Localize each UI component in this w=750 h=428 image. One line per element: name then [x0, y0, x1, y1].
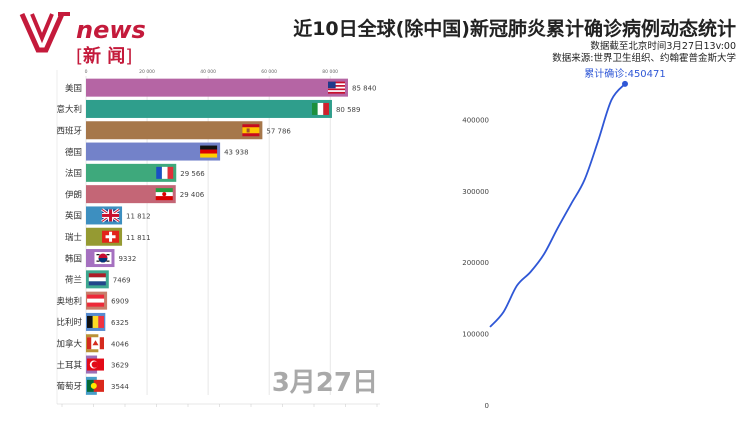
category-label: 西班牙 — [56, 125, 82, 136]
category-label: 荷兰 — [65, 275, 82, 286]
date-label: 3月27日 — [272, 368, 378, 398]
latest-point — [622, 80, 628, 87]
flag-pt-icon — [87, 379, 104, 392]
category-label: 意大利 — [56, 104, 82, 115]
v-logo-icon — [19, 12, 70, 53]
y-tick-label: 100000 — [462, 331, 489, 339]
category-label: 韩国 — [65, 253, 82, 264]
as-of-note: 数据截至北京时间3月27日13v:00 — [590, 41, 736, 52]
series-label: 累计确诊:450471 — [584, 67, 666, 80]
bar-4 — [86, 142, 221, 161]
value-label: 29 566 — [180, 170, 205, 178]
bar-3 — [86, 121, 263, 140]
flag-de-icon — [200, 145, 218, 158]
bar-2 — [86, 99, 332, 118]
category-label: 美国 — [65, 83, 82, 94]
flag-tr-icon — [87, 358, 104, 371]
flag-fr-icon — [156, 166, 174, 179]
x-tick-label: 0 — [85, 69, 88, 75]
value-label: 9332 — [118, 255, 136, 263]
value-label: 4046 — [111, 340, 129, 348]
flag-gb-icon — [101, 208, 120, 223]
category-label: 加拿大 — [56, 338, 82, 349]
category-label: 伊朗 — [65, 189, 82, 200]
flag-ca-icon — [87, 337, 104, 350]
logo-brand: news — [76, 16, 146, 44]
flag-es-icon — [242, 124, 260, 137]
value-label: 85 840 — [352, 85, 377, 93]
category-label: 葡萄牙 — [56, 381, 82, 392]
value-label: 57 786 — [266, 127, 291, 135]
y-tick-label: 400000 — [462, 116, 489, 124]
x-tick-label: 40 000 — [200, 69, 216, 75]
flag-nl-icon — [88, 273, 106, 286]
value-label: 29 406 — [180, 191, 205, 199]
bar-1 — [86, 78, 348, 97]
y-tick-label: 300000 — [462, 188, 489, 196]
value-label: 3629 — [111, 362, 129, 370]
line-chart-plot: 0 100000 200000 300000 400000 累计确诊:450471 — [462, 67, 666, 410]
category-label: 土耳其 — [56, 360, 82, 371]
bar-6 — [86, 185, 176, 204]
flag-it-icon — [311, 102, 329, 115]
flag-ir-icon — [155, 188, 173, 201]
category-label: 德国 — [65, 147, 82, 158]
value-label: 7469 — [113, 276, 131, 284]
value-label: 11 811 — [126, 234, 150, 242]
category-label: 奥地利 — [56, 296, 82, 307]
value-label: 6325 — [111, 319, 129, 327]
y-tick-label: 0 — [485, 402, 489, 410]
category-label: 英国 — [65, 211, 82, 222]
x-tick-label: 60 000 — [261, 69, 277, 75]
x-tick-label: 80 000 — [322, 69, 338, 75]
flag-be-icon — [87, 315, 104, 328]
category-label: 法国 — [65, 168, 82, 179]
news-logo: news [新 闻] — [18, 10, 148, 67]
chart-title: 近10日全球(除中国)新冠肺炎累计确诊病例动态统计 — [293, 18, 736, 40]
category-label: 比利时 — [56, 317, 82, 328]
value-label: 11 812 — [126, 212, 150, 220]
logo-cn-text: 新 闻 — [83, 46, 126, 67]
value-label: 80 589 — [336, 106, 361, 114]
flag-ch-icon — [102, 230, 120, 243]
flag-at-icon — [87, 294, 105, 307]
bar-chart-plot: 0 20 000 40 000 60 000 80 000 美国 85 840 意大利 80 5… — [56, 69, 380, 407]
y-tick-label: 200000 — [462, 259, 489, 267]
source-note: 数据来源:世界卫生组织、约翰霍普金斯大学 — [552, 53, 736, 64]
flag-us-icon — [328, 81, 345, 94]
value-label: 6909 — [111, 298, 129, 306]
value-label: 3544 — [111, 383, 129, 391]
logo-cn: [新 闻] — [76, 46, 133, 67]
flag-kr-icon — [94, 252, 112, 265]
bar-5 — [86, 163, 177, 182]
x-tick-label: 20 000 — [139, 69, 155, 75]
value-label: 43 938 — [224, 149, 249, 157]
category-label: 瑞士 — [65, 232, 83, 243]
cumulative-line — [489, 83, 626, 328]
